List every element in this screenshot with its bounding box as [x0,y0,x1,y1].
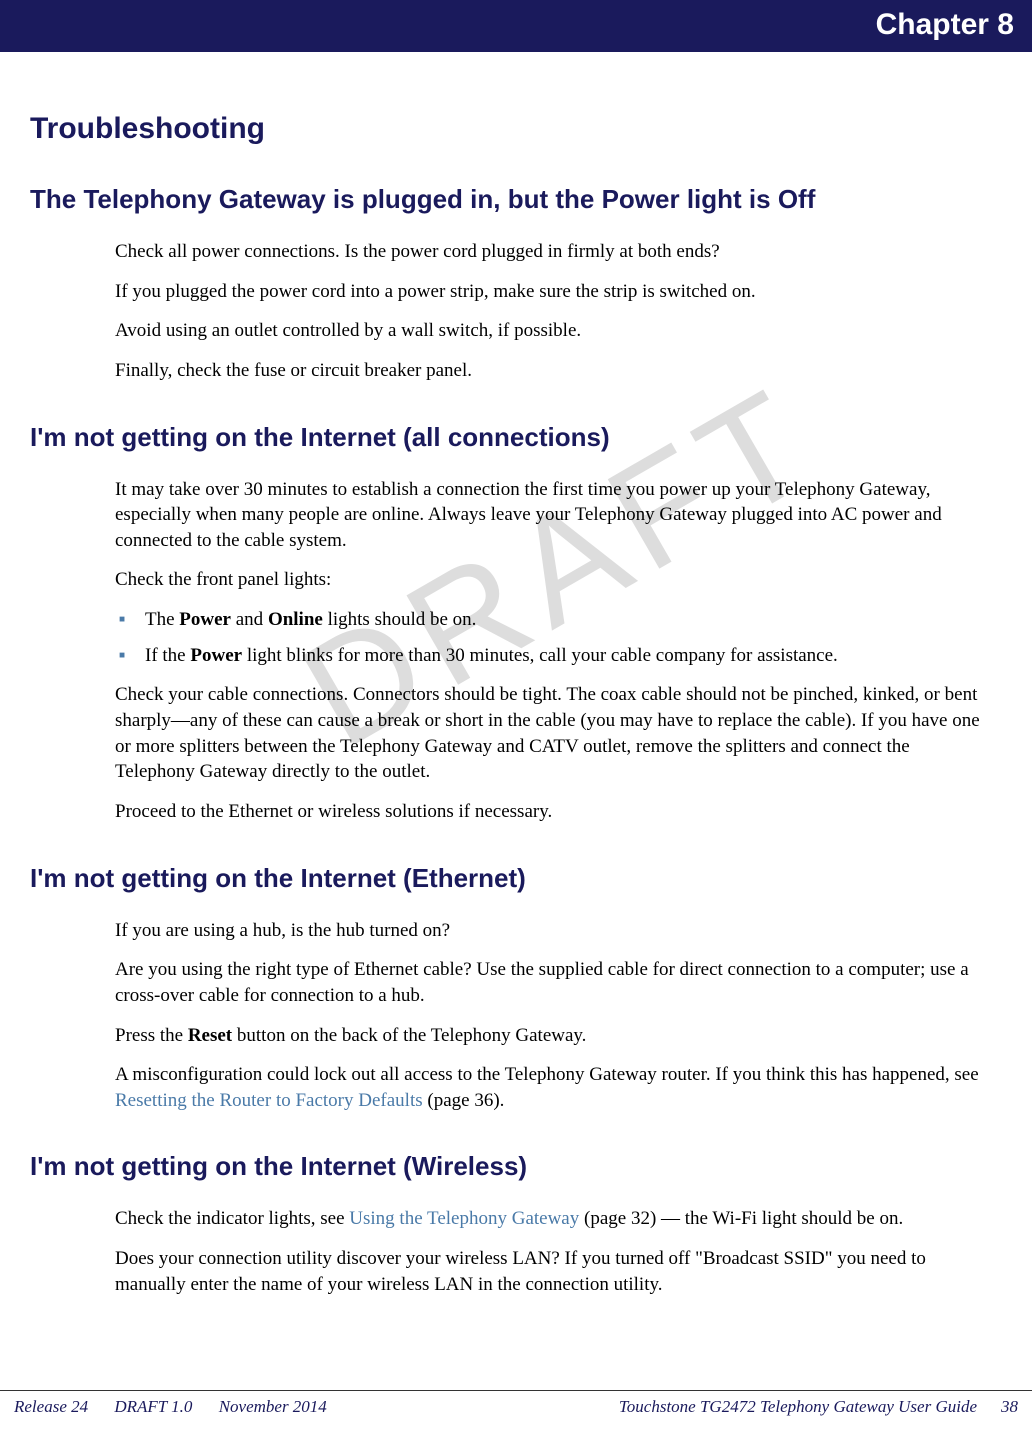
body-paragraph: It may take over 30 minutes to establish… [115,477,992,554]
text-run: Finally, check the fuse or circuit break… [115,360,472,381]
footer-release: Release 24 [14,1397,88,1416]
section-body: Check the indicator lights, see Using th… [115,1206,992,1297]
body-paragraph: Finally, check the fuse or circuit break… [115,358,992,384]
footer-page-number: 38 [1001,1397,1018,1417]
body-paragraph: Check your cable connections. Connectors… [115,682,992,785]
text-run: light blinks for more than 30 minutes, c… [242,645,838,666]
text-run: Power [190,645,242,666]
body-paragraph: If you are using a hub, is the hub turne… [115,918,992,944]
cross-reference-link[interactable]: Using the Telephony Gateway [349,1208,579,1229]
section-body: Check all power connections. Is the powe… [115,239,992,384]
page-title: Troubleshooting [30,112,1002,146]
bullet-list: The Power and Online lights should be on… [115,607,992,668]
footer-date: November 2014 [219,1397,327,1416]
section-body: If you are using a hub, is the hub turne… [115,918,992,1114]
text-run: Power [179,609,231,630]
text-run: Does your connection utility discover yo… [115,1248,926,1295]
bullet-item: The Power and Online lights should be on… [115,607,992,633]
text-run: It may take over 30 minutes to establish… [115,479,942,551]
text-run: Avoid using an outlet controlled by a wa… [115,320,581,341]
section-body: It may take over 30 minutes to establish… [115,477,992,825]
text-run: A misconfiguration could lock out all ac… [115,1064,979,1085]
text-run: If you are using a hub, is the hub turne… [115,920,450,941]
section-heading: I'm not getting on the Internet (all con… [30,422,1002,453]
text-run: lights should be on. [323,609,477,630]
text-run: Check your cable connections. Connectors… [115,684,980,782]
text-run: Online [268,609,323,630]
text-run: Reset [188,1025,232,1046]
body-paragraph: Avoid using an outlet controlled by a wa… [115,318,992,344]
page-footer: Release 24 DRAFT 1.0 November 2014 Touch… [0,1390,1032,1445]
text-run: Check the front panel lights: [115,569,331,590]
text-run: Check all power connections. Is the powe… [115,241,720,262]
text-run: Check the indicator lights, see [115,1208,349,1229]
body-paragraph: If you plugged the power cord into a pow… [115,279,992,305]
footer-right: Touchstone TG2472 Telephony Gateway User… [619,1397,1018,1417]
section-heading: I'm not getting on the Internet (Etherne… [30,863,1002,894]
text-run: If the [145,645,190,666]
text-run: Are you using the right type of Ethernet… [115,959,969,1006]
text-run: Press the [115,1025,188,1046]
body-paragraph: Check all power connections. Is the powe… [115,239,992,265]
footer-doc-title: Touchstone TG2472 Telephony Gateway User… [619,1397,977,1417]
text-run: (page 36). [423,1090,505,1111]
body-paragraph: Are you using the right type of Ethernet… [115,957,992,1008]
cross-reference-link[interactable]: Resetting the Router to Factory Defaults [115,1090,423,1111]
page-content: Troubleshooting The Telephony Gateway is… [0,112,1032,1297]
body-paragraph: Proceed to the Ethernet or wireless solu… [115,799,992,825]
text-run: and [231,609,268,630]
chapter-label: Chapter 8 [876,8,1014,41]
section-heading: The Telephony Gateway is plugged in, but… [30,184,1002,215]
footer-left: Release 24 DRAFT 1.0 November 2014 [14,1397,327,1417]
body-paragraph: A misconfiguration could lock out all ac… [115,1062,992,1113]
body-paragraph: Check the front panel lights: [115,567,992,593]
body-paragraph: Press the Reset button on the back of th… [115,1023,992,1049]
text-run: button on the back of the Telephony Gate… [232,1025,586,1046]
footer-draft: DRAFT 1.0 [114,1397,192,1416]
body-paragraph: Does your connection utility discover yo… [115,1246,992,1297]
body-paragraph: Check the indicator lights, see Using th… [115,1206,992,1232]
chapter-header: Chapter 8 [0,0,1032,52]
bullet-item: If the Power light blinks for more than … [115,643,992,669]
text-run: If you plugged the power cord into a pow… [115,281,756,302]
text-run: (page 32) — the Wi-Fi light should be on… [579,1208,903,1229]
text-run: The [145,609,179,630]
text-run: Proceed to the Ethernet or wireless solu… [115,801,552,822]
section-heading: I'm not getting on the Internet (Wireles… [30,1151,1002,1182]
